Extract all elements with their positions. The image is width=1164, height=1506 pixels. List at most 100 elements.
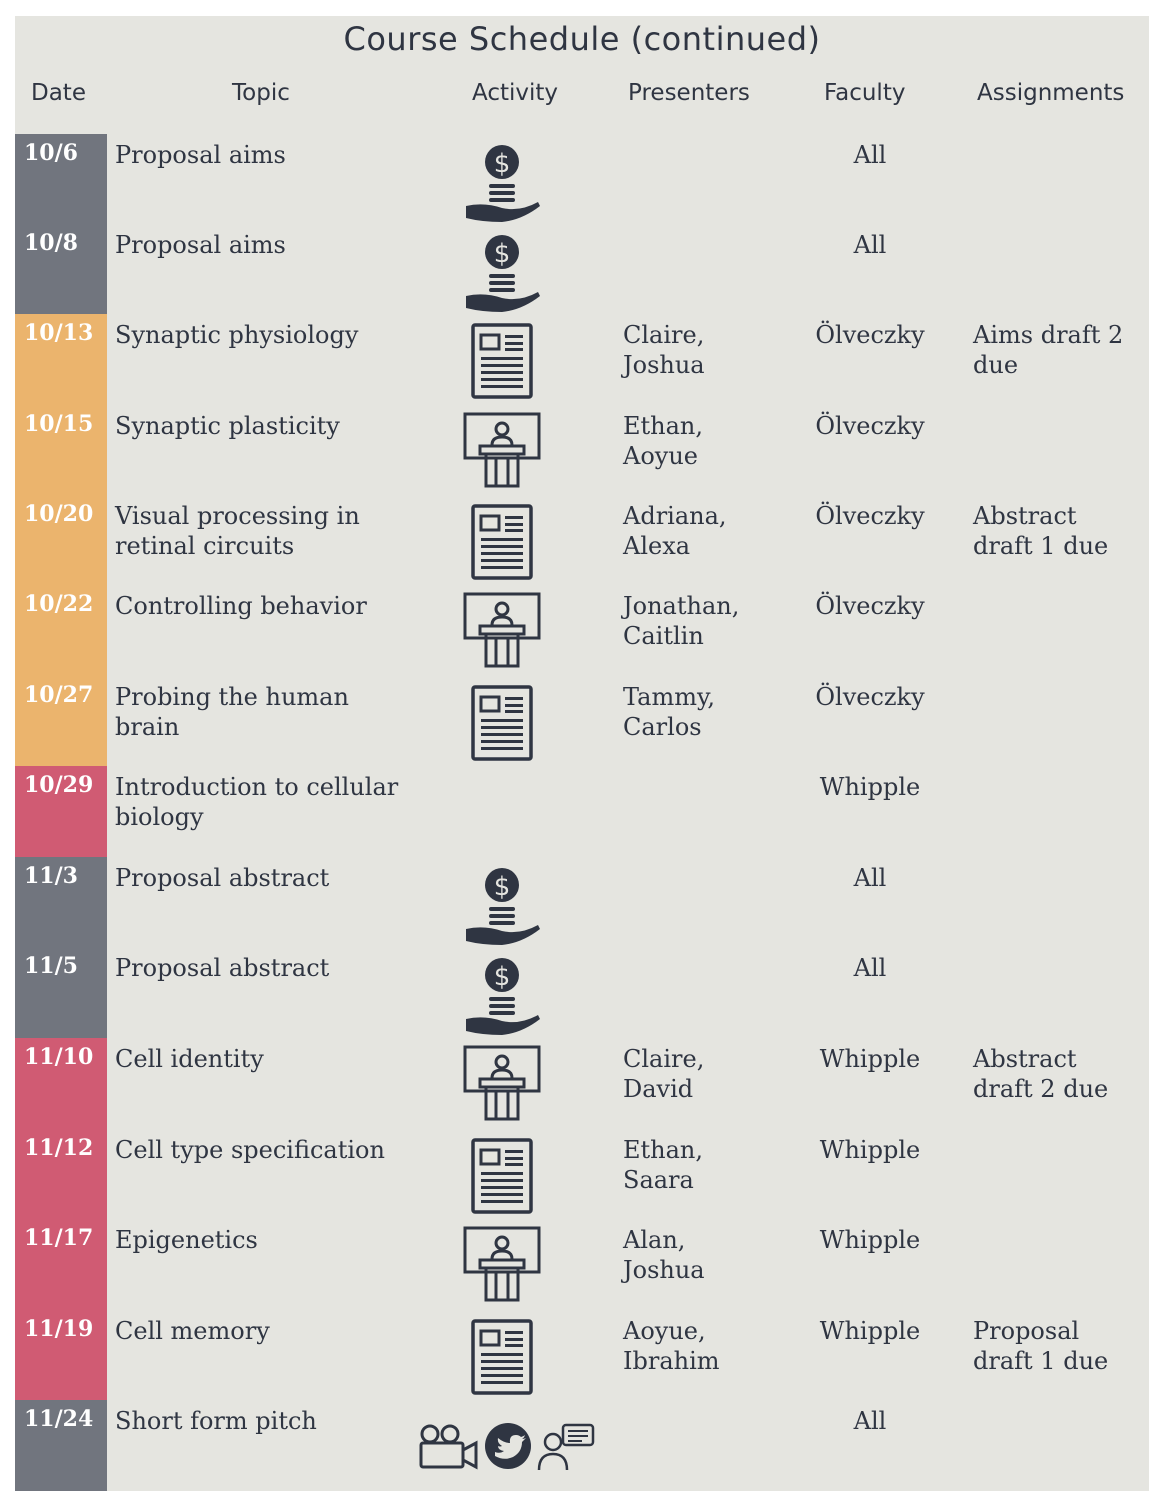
date-cell: 11/3 bbox=[15, 857, 107, 947]
presenters-cell-line: Joshua bbox=[623, 351, 705, 379]
topic-cell-line: biology bbox=[115, 803, 204, 831]
topic-cell: Proposal abstract bbox=[115, 863, 329, 893]
topic-cell: Introduction to cellular biology bbox=[115, 772, 398, 832]
presenters-cell: Claire, David bbox=[623, 1044, 704, 1104]
assignments-cell-line: Proposal bbox=[973, 1317, 1080, 1345]
assignments-cell-line: due bbox=[973, 351, 1019, 379]
topic-cell-line: Proposal abstract bbox=[115, 864, 330, 892]
assignments-cell-line: draft 1 due bbox=[973, 1347, 1109, 1375]
presenters-cell-line: Ethan, bbox=[623, 412, 704, 440]
date-cell: 11/5 bbox=[15, 947, 107, 1038]
paper-icon bbox=[470, 503, 534, 581]
svg-text:$: $ bbox=[494, 872, 511, 902]
topic-cell: Short form pitch bbox=[115, 1406, 317, 1436]
assignments-cell: Abstract draft 2 due bbox=[973, 1044, 1108, 1104]
assignments-cell: Proposal draft 1 due bbox=[973, 1316, 1108, 1376]
date-cell: 11/17 bbox=[15, 1219, 107, 1310]
date-cell: 11/24 bbox=[15, 1400, 107, 1491]
date-cell: 11/10 bbox=[15, 1038, 107, 1129]
topic-cell: Probing the human brain bbox=[115, 682, 349, 742]
table-row: 11/3 Proposal abstract $ All bbox=[15, 857, 1149, 947]
table-row: 11/24 Short form pitch All bbox=[15, 1400, 1149, 1491]
presenters-cell-line: Ethan, bbox=[623, 1136, 704, 1164]
assignments-cell-line: draft 1 due bbox=[973, 532, 1109, 560]
faculty-cell: Whipple bbox=[819, 1045, 921, 1073]
lecture-podium-icon bbox=[462, 411, 542, 489]
topic-cell: Cell type specification bbox=[115, 1135, 385, 1165]
faculty-cell: All bbox=[853, 141, 887, 169]
money-hand-icon: $ bbox=[462, 142, 542, 224]
date-cell: 10/13 bbox=[15, 314, 107, 405]
svg-text:$: $ bbox=[494, 149, 511, 179]
table-row: 11/5 Proposal abstract $ All bbox=[15, 947, 1149, 1038]
topic-cell: Proposal abstract bbox=[115, 953, 329, 983]
topic-cell-line: Probing the human bbox=[115, 683, 349, 711]
topic-cell: Epigenetics bbox=[115, 1225, 258, 1255]
topic-cell: Controlling behavior bbox=[115, 591, 367, 621]
paper-icon bbox=[470, 684, 534, 762]
presenters-cell: Ethan, Saara bbox=[623, 1135, 703, 1195]
date-cell: 10/20 bbox=[15, 495, 107, 585]
topic-cell-line: Visual processing in bbox=[115, 502, 360, 530]
table-row: 10/22 Controlling behavior Jonathan, Caitli… bbox=[15, 585, 1149, 676]
table-row: 10/29 Introduction to cellular biology Whip… bbox=[15, 766, 1149, 857]
presenters-cell-line: David bbox=[623, 1075, 694, 1103]
topic-cell: Visual processing in retinal circuits bbox=[115, 501, 360, 561]
date-cell: 10/27 bbox=[15, 676, 107, 766]
header-presenters: Presenters bbox=[628, 80, 750, 106]
topic-cell: Cell memory bbox=[115, 1316, 270, 1346]
presenters-cell: Adriana, Alexa bbox=[623, 501, 727, 561]
presenters-cell-line: Saara bbox=[623, 1166, 694, 1194]
faculty-cell: Whipple bbox=[819, 773, 921, 801]
faculty-cell: All bbox=[853, 864, 887, 892]
topic-cell-line: Short form pitch bbox=[115, 1407, 317, 1435]
assignments-cell-line: Abstract bbox=[973, 502, 1077, 530]
presenters-cell-line: Claire, bbox=[623, 321, 705, 349]
assignments-cell: Aims draft 2 due bbox=[973, 320, 1123, 380]
paper-icon bbox=[470, 322, 534, 400]
assignments-cell-line: Aims draft 2 bbox=[973, 321, 1124, 349]
presenters-cell-line: Joshua bbox=[623, 1256, 705, 1284]
date-cell: 11/19 bbox=[15, 1310, 107, 1400]
topic-cell-line: retinal circuits bbox=[115, 532, 295, 560]
lecture-podium-icon bbox=[462, 1225, 542, 1303]
faculty-cell: Whipple bbox=[819, 1136, 921, 1164]
presenters-cell: Tammy, Carlos bbox=[623, 682, 715, 742]
date-cell: 10/22 bbox=[15, 585, 107, 676]
topic-cell-line: Cell type specification bbox=[115, 1136, 385, 1164]
table-row: 10/20 Visual processing in retinal circuit… bbox=[15, 495, 1149, 585]
topic-cell: Proposal aims bbox=[115, 140, 286, 170]
lecture-podium-icon bbox=[462, 591, 542, 669]
topic-cell-line: Cell identity bbox=[115, 1045, 264, 1073]
table-row: 11/17 Epigenetics Alan, Joshua Whipple bbox=[15, 1219, 1149, 1310]
paper-icon bbox=[470, 1137, 534, 1215]
header-topic: Topic bbox=[232, 80, 290, 106]
faculty-cell: Ölveczky bbox=[815, 412, 925, 440]
date-cell: 10/15 bbox=[15, 405, 107, 495]
faculty-cell: Ölveczky bbox=[815, 592, 925, 620]
presenters-cell-line: Caitlin bbox=[623, 622, 704, 650]
faculty-cell: Ölveczky bbox=[815, 683, 925, 711]
assignments-cell-line: Abstract bbox=[973, 1045, 1077, 1073]
presenters-cell: Alan, Joshua bbox=[623, 1225, 705, 1285]
topic-cell: Proposal aims bbox=[115, 230, 286, 260]
faculty-cell: Whipple bbox=[819, 1226, 921, 1254]
presenters-cell-line: Adriana, bbox=[623, 502, 727, 530]
page-title: Course Schedule (continued) bbox=[343, 20, 821, 58]
faculty-cell: Ölveczky bbox=[815, 321, 925, 349]
topic-cell-line: Introduction to cellular bbox=[115, 773, 399, 801]
topic-cell-line: Proposal abstract bbox=[115, 954, 330, 982]
topic-cell-line: Controlling behavior bbox=[115, 592, 367, 620]
header-activity: Activity bbox=[472, 80, 559, 106]
faculty-cell: Ölveczky bbox=[815, 502, 925, 530]
topic-cell-line: Epigenetics bbox=[115, 1226, 258, 1254]
faculty-cell: Whipple bbox=[819, 1317, 921, 1345]
topic-cell-line: brain bbox=[115, 713, 180, 741]
presenters-cell-line: Carlos bbox=[623, 713, 702, 741]
topic-cell-line: Cell memory bbox=[115, 1317, 270, 1345]
date-cell: 10/8 bbox=[15, 224, 107, 314]
faculty-cell: All bbox=[853, 954, 887, 982]
table-row: 11/12 Cell type specification Ethan, Saara W… bbox=[15, 1129, 1149, 1219]
table-row: 11/10 Cell identity Claire, David Whipple Abs… bbox=[15, 1038, 1149, 1129]
presenters-cell-line: Tammy, bbox=[623, 683, 715, 711]
